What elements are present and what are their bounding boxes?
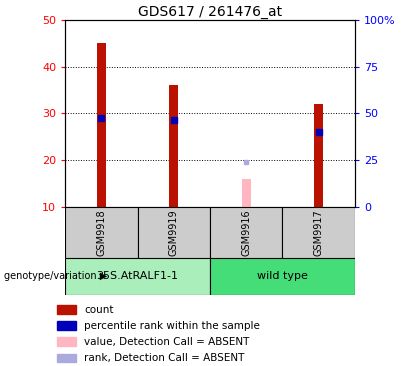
Title: GDS617 / 261476_at: GDS617 / 261476_at [138, 5, 282, 19]
Bar [314, 104, 323, 207]
Text: wild type: wild type [257, 271, 308, 281]
Text: GSM9919: GSM9919 [169, 209, 179, 256]
Bar [282, 207, 355, 258]
Text: GSM9917: GSM9917 [314, 209, 324, 256]
Text: rank, Detection Call = ABSENT: rank, Detection Call = ABSENT [84, 353, 244, 363]
Bar [65, 258, 210, 295]
Bar [58, 321, 76, 330]
Text: percentile rank within the sample: percentile rank within the sample [84, 321, 260, 331]
Text: count: count [84, 305, 113, 315]
Bar [169, 86, 178, 207]
Bar [58, 337, 76, 347]
Bar [97, 44, 106, 207]
Text: GSM9918: GSM9918 [96, 209, 106, 256]
Text: GSM9916: GSM9916 [241, 209, 251, 256]
Bar [138, 207, 210, 258]
Bar [65, 207, 138, 258]
Bar [210, 258, 355, 295]
Bar [58, 306, 76, 314]
Text: 35S.AtRALF1-1: 35S.AtRALF1-1 [97, 271, 178, 281]
Text: genotype/variation ▶: genotype/variation ▶ [4, 271, 108, 281]
Bar [242, 179, 251, 207]
Bar [58, 354, 76, 362]
Text: value, Detection Call = ABSENT: value, Detection Call = ABSENT [84, 337, 249, 347]
Bar [210, 207, 282, 258]
